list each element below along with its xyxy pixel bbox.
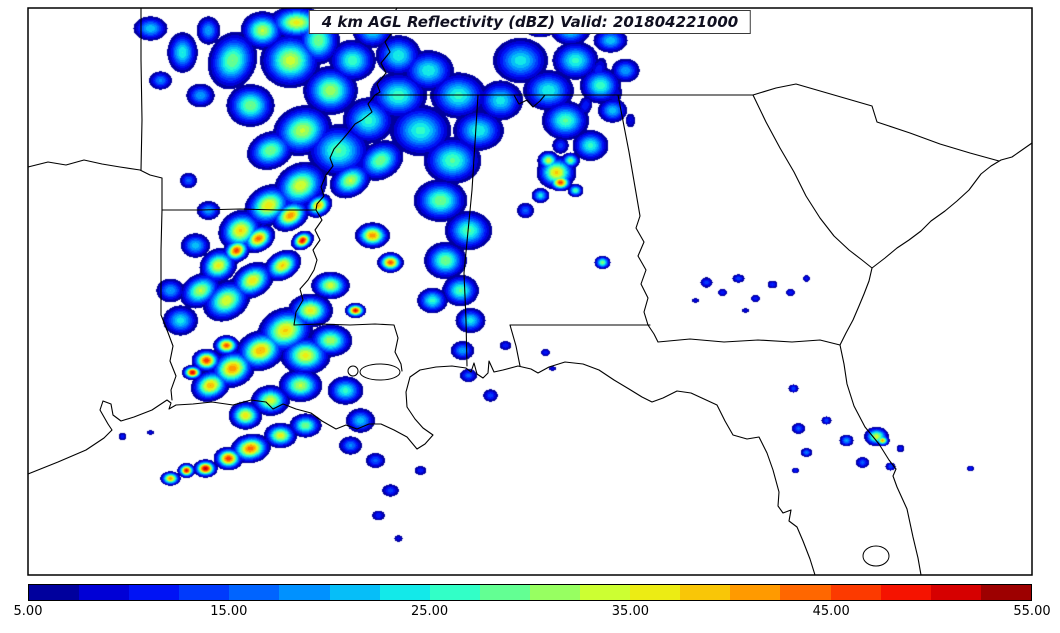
colorbar-tick-label: 15.00 xyxy=(210,604,248,619)
colorbar-tick-label: 5.00 xyxy=(13,604,43,619)
colorbar-ticks: 5.00 15.00 25.00 35.00 45.00 55.00 xyxy=(14,604,1051,624)
colorbar-segment xyxy=(730,585,781,600)
colorbar xyxy=(28,584,1032,601)
colorbar-segment xyxy=(529,585,581,600)
colorbar-segment xyxy=(229,585,280,600)
colorbar-segment xyxy=(279,585,330,600)
colorbar-segment xyxy=(429,585,480,600)
colorbar-tick-label: 35.00 xyxy=(611,604,649,619)
colorbar-segment xyxy=(179,585,230,600)
colorbar-segment xyxy=(29,585,80,600)
reflectivity-field-canvas xyxy=(28,8,1032,575)
colorbar-segment xyxy=(79,585,130,600)
plot-title: 4 km AGL Reflectivity (dBZ) Valid: 20180… xyxy=(308,10,752,34)
colorbar-segment xyxy=(930,585,981,600)
colorbar-segment xyxy=(129,585,180,600)
colorbar-segment xyxy=(680,585,731,600)
colorbar-segment xyxy=(830,585,881,600)
colorbar-segment xyxy=(780,585,831,600)
colorbar-tick-label: 55.00 xyxy=(1013,604,1051,619)
colorbar-segment xyxy=(580,585,631,600)
colorbar-segment xyxy=(379,585,430,600)
colorbar-tick-label: 45.00 xyxy=(812,604,850,619)
colorbar-tick-label: 25.00 xyxy=(410,604,449,619)
colorbar-segment xyxy=(880,585,931,600)
colorbar-segment xyxy=(980,585,1031,600)
colorbar-segment xyxy=(630,585,681,600)
colorbar-segment xyxy=(479,585,530,600)
colorbar-segment xyxy=(329,585,380,600)
